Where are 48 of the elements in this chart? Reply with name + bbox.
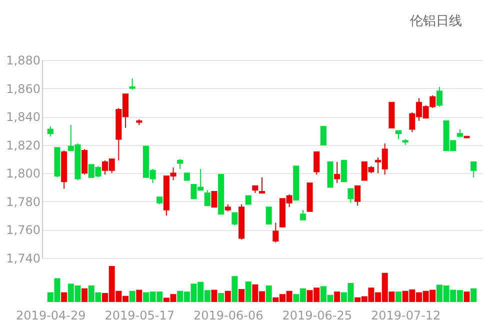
- bar: [224, 290, 231, 302]
- candlestick: [177, 158, 184, 170]
- candlestick: [354, 185, 361, 206]
- chart-title: 伦铝日线: [410, 14, 462, 29]
- candlestick: [470, 161, 477, 178]
- candlestick: [266, 206, 272, 225]
- bar: [61, 292, 68, 302]
- y-tick-label: 1,880: [6, 54, 40, 68]
- x-tick-label: 2019-06-06: [194, 308, 264, 322]
- bar: [129, 290, 136, 302]
- candlestick: [334, 161, 340, 184]
- bar: [470, 288, 477, 302]
- candlestick: [211, 191, 218, 208]
- bar: [211, 290, 218, 302]
- y-tick-label: 1,820: [6, 138, 40, 152]
- candlestick: [232, 212, 238, 226]
- candlestick: [129, 78, 136, 90]
- bar: [218, 293, 224, 302]
- bar: [464, 292, 470, 302]
- candlestick: [300, 209, 306, 220]
- y-tick-label: 1,760: [6, 223, 40, 238]
- candlestick: [340, 160, 347, 182]
- candlestick: [204, 190, 210, 206]
- candlestick: [348, 188, 354, 204]
- candlestick: [259, 176, 265, 194]
- x-tick-label: 2019-06-25: [282, 308, 352, 322]
- bar: [82, 288, 88, 302]
- bar: [334, 292, 340, 302]
- x-tick-label: 2019-04-29: [16, 308, 86, 322]
- bar: [266, 285, 272, 302]
- bar: [238, 289, 245, 302]
- bar: [396, 292, 402, 302]
- candlestick: [272, 222, 279, 243]
- y-tick-label: 1,780: [6, 194, 40, 209]
- x-tick-label: 2019-05-17: [104, 308, 175, 322]
- y-tick-label: 1,860: [6, 82, 40, 96]
- y-tick-label: 1,800: [6, 166, 40, 181]
- bar: [136, 290, 142, 302]
- candlestick: [314, 151, 320, 176]
- bar: [245, 281, 252, 302]
- candlestick: [82, 148, 88, 176]
- y-tick-label: 1,740: [6, 252, 40, 266]
- candlestick: [436, 86, 442, 108]
- y-tick-label: 1,840: [6, 110, 40, 124]
- candlestick: [320, 126, 326, 146]
- bar: [232, 276, 238, 302]
- x-tick-label: 2019-07-12: [370, 308, 441, 322]
- candlestick: [47, 126, 54, 137]
